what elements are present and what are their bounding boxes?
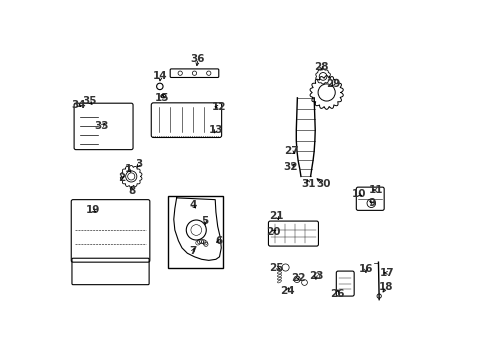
Text: 1: 1 <box>124 164 132 174</box>
Text: 25: 25 <box>269 262 284 273</box>
Text: 17: 17 <box>379 268 394 278</box>
Text: 19: 19 <box>85 205 100 215</box>
Text: 28: 28 <box>313 63 328 72</box>
Text: 2: 2 <box>118 173 124 183</box>
Text: 32: 32 <box>283 162 297 172</box>
Text: 21: 21 <box>269 211 284 221</box>
Text: 18: 18 <box>378 282 393 292</box>
Text: 20: 20 <box>265 227 280 237</box>
Text: 16: 16 <box>358 264 372 274</box>
Text: 13: 13 <box>208 125 223 135</box>
Text: 11: 11 <box>368 185 383 195</box>
Text: 26: 26 <box>329 289 344 299</box>
Text: 8: 8 <box>128 186 135 196</box>
Text: 34: 34 <box>71 100 85 110</box>
Text: 14: 14 <box>153 71 167 81</box>
Text: 10: 10 <box>351 189 366 199</box>
Text: 22: 22 <box>290 273 305 283</box>
Text: 23: 23 <box>308 271 323 282</box>
Text: 31: 31 <box>301 179 315 189</box>
Text: 27: 27 <box>283 147 298 157</box>
Text: 7: 7 <box>189 247 196 256</box>
Text: 35: 35 <box>81 96 96 107</box>
Text: 33: 33 <box>94 121 109 131</box>
Text: 15: 15 <box>155 93 169 103</box>
Text: 36: 36 <box>190 54 205 64</box>
Text: 3: 3 <box>135 159 142 169</box>
Text: 4: 4 <box>189 200 196 210</box>
Text: 9: 9 <box>368 198 375 208</box>
Text: 29: 29 <box>326 78 340 89</box>
Text: 24: 24 <box>280 286 294 296</box>
Text: 5: 5 <box>201 216 208 226</box>
Text: 30: 30 <box>315 179 330 189</box>
Bar <box>167 196 223 267</box>
Text: 6: 6 <box>215 236 223 246</box>
Text: 12: 12 <box>212 102 226 112</box>
